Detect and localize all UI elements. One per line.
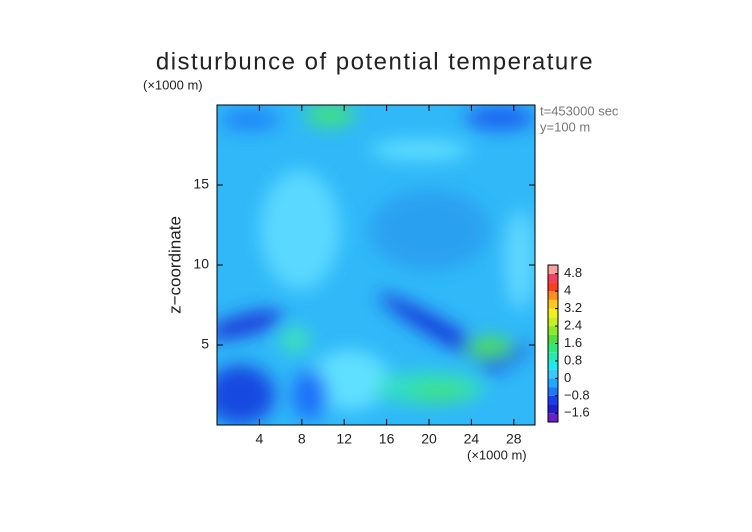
colorbar-tick-label: 3.2 (564, 300, 582, 315)
colorbar-tick-label: 0 (564, 370, 571, 385)
colorbar-band (548, 282, 558, 292)
colorbar-band (548, 369, 558, 379)
colorbar-tick-label: −1.6 (564, 405, 590, 420)
y-tick-label: 15 (193, 176, 209, 192)
colorbar-band (548, 317, 558, 327)
y-axis-label: z−coordinate (165, 216, 184, 314)
chart-title: disturbunce of potential temperature (156, 48, 594, 75)
colorbar-band (548, 413, 558, 422)
y-tick-label: 10 (193, 256, 209, 272)
colorbar-band (548, 387, 558, 396)
x-tick-label: 24 (464, 431, 480, 447)
contour-field (217, 105, 535, 425)
colorbar-band (548, 395, 558, 405)
annotation: t=453000 sec (540, 103, 619, 118)
colorbar-band (548, 334, 558, 344)
colorbar-band (548, 299, 558, 309)
colorbar-band (548, 265, 558, 274)
colorbar-tick-label: 2.4 (564, 317, 582, 332)
x-tick-label: 4 (256, 431, 264, 447)
colorbar-band (548, 404, 558, 414)
colorbar-band (548, 326, 558, 335)
x-unit-label: (×1000 m) (467, 447, 527, 462)
colorbar-tick-label: 0.8 (564, 352, 582, 367)
colorbar-band (548, 360, 558, 370)
colorbar-tick-label: 4 (564, 283, 571, 298)
x-tick-label: 20 (421, 431, 437, 447)
x-tick-label: 16 (379, 431, 395, 447)
y-unit-label: (×1000 m) (143, 77, 203, 92)
y-tick-label: 5 (201, 336, 209, 352)
x-tick-label: 12 (336, 431, 352, 447)
colorbar-band (548, 352, 558, 361)
colorbar-band (548, 378, 558, 388)
colorbar-band (548, 273, 558, 283)
annotation: y=100 m (540, 119, 590, 134)
colorbar-band (548, 343, 558, 353)
colorbar-tick-label: 4.8 (564, 265, 582, 280)
colorbar-tick-label: −0.8 (564, 387, 590, 402)
colorbar-tick-label: 1.6 (564, 335, 582, 350)
x-tick-label: 8 (298, 431, 306, 447)
x-tick-label: 28 (506, 431, 522, 447)
colorbar-band (548, 308, 558, 318)
colorbar-band (548, 291, 558, 300)
